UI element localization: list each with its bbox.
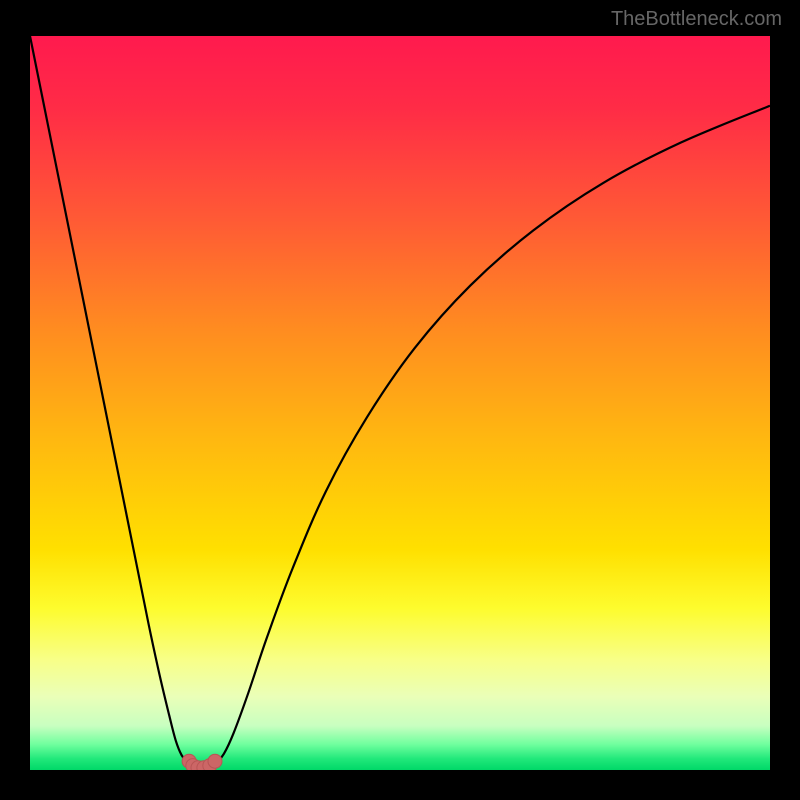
chart-svg <box>30 36 770 770</box>
watermark-text: TheBottleneck.com <box>611 8 782 31</box>
valley-marker-group <box>182 754 222 770</box>
curve-left <box>30 36 193 766</box>
valley-marker <box>208 754 222 768</box>
plot-area <box>30 36 770 770</box>
curve-right <box>211 106 770 766</box>
